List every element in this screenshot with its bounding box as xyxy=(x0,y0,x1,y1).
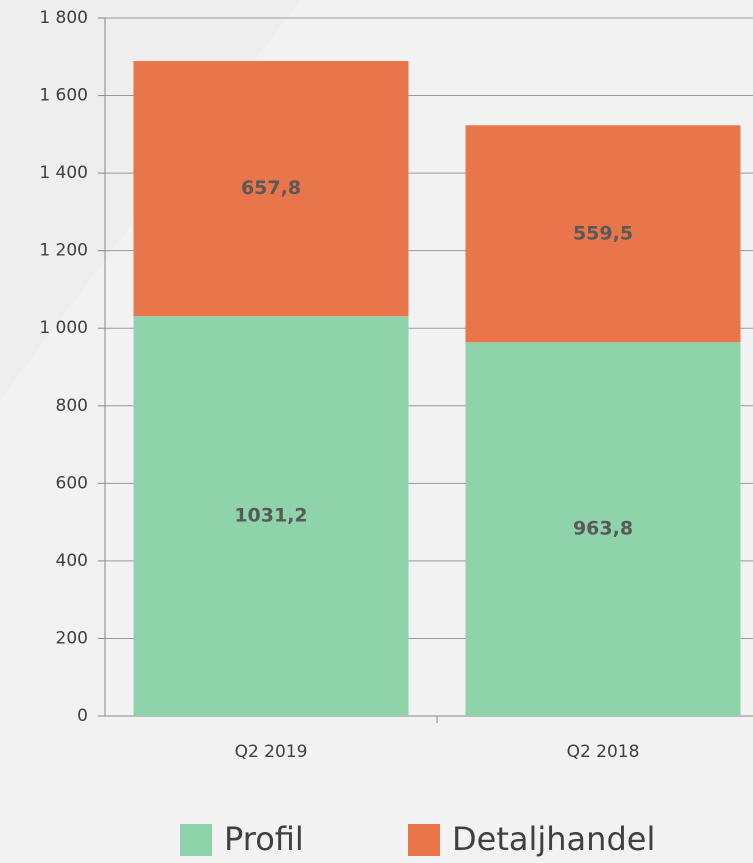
data-label: 657,8 xyxy=(241,177,301,199)
y-tick-label: 1 400 xyxy=(39,163,88,183)
y-tick-label: 1 800 xyxy=(39,8,88,28)
y-tick-label: 600 xyxy=(56,473,88,493)
data-label: 1031,2 xyxy=(234,505,307,527)
data-label: 963,8 xyxy=(573,518,633,540)
legend-label: Detaljhandel xyxy=(452,820,655,858)
y-tick-label: 0 xyxy=(77,706,88,726)
data-label: 559,5 xyxy=(573,222,633,244)
legend-swatch xyxy=(408,824,440,856)
y-tick-label: 400 xyxy=(56,551,88,571)
x-tick-label: Q2 2018 xyxy=(567,742,640,762)
y-tick-label: 200 xyxy=(56,628,88,648)
bar-segment xyxy=(133,61,409,317)
y-tick-label: 1 600 xyxy=(39,86,88,106)
y-tick-label: 1 200 xyxy=(39,241,88,261)
legend-swatch xyxy=(180,824,212,856)
bar-segment xyxy=(465,125,741,343)
legend-label: Profil xyxy=(224,820,304,858)
y-tick-label: 800 xyxy=(56,396,88,416)
x-tick-label: Q2 2019 xyxy=(235,742,308,762)
y-tick-label: 1 000 xyxy=(39,318,88,338)
bar-segment xyxy=(465,342,741,716)
bar-segment xyxy=(133,316,409,716)
